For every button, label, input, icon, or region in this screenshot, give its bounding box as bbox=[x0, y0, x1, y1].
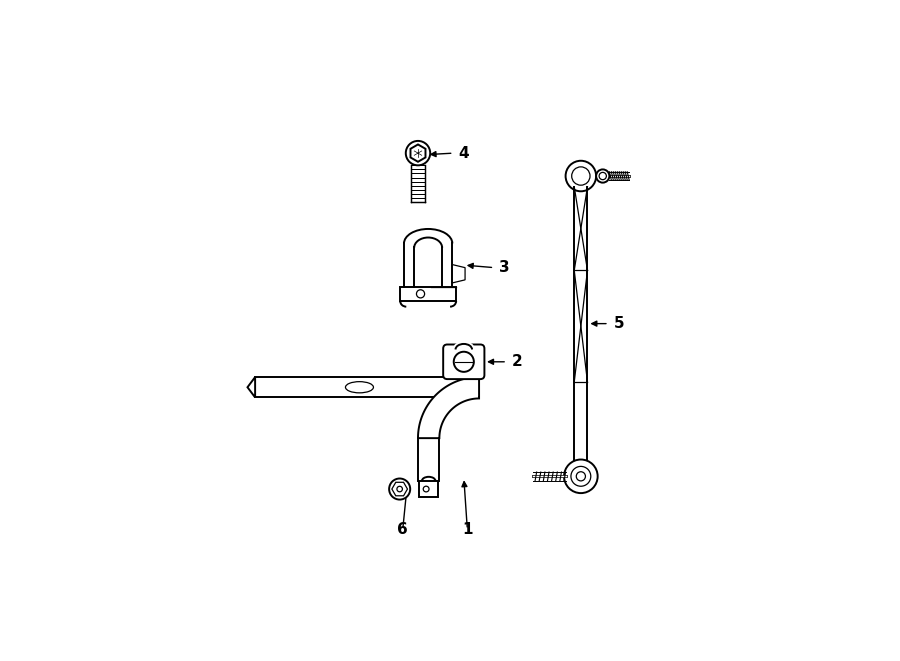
Circle shape bbox=[564, 459, 598, 493]
Text: 6: 6 bbox=[397, 522, 408, 537]
Text: 4: 4 bbox=[459, 145, 469, 161]
Text: 1: 1 bbox=[462, 522, 472, 537]
Circle shape bbox=[397, 486, 402, 492]
Text: 2: 2 bbox=[512, 354, 523, 369]
FancyBboxPatch shape bbox=[443, 344, 484, 379]
Circle shape bbox=[565, 161, 596, 191]
Circle shape bbox=[576, 472, 585, 481]
Polygon shape bbox=[410, 145, 426, 162]
Polygon shape bbox=[419, 481, 438, 497]
Polygon shape bbox=[400, 287, 456, 301]
Ellipse shape bbox=[346, 381, 374, 393]
Polygon shape bbox=[453, 264, 465, 283]
Text: 3: 3 bbox=[500, 260, 510, 275]
Circle shape bbox=[596, 169, 609, 182]
Polygon shape bbox=[411, 165, 425, 202]
Circle shape bbox=[417, 290, 425, 298]
Text: 5: 5 bbox=[614, 316, 625, 331]
Circle shape bbox=[572, 167, 590, 185]
Ellipse shape bbox=[423, 486, 429, 492]
Circle shape bbox=[571, 467, 590, 486]
Polygon shape bbox=[248, 377, 255, 397]
Polygon shape bbox=[418, 377, 479, 438]
Circle shape bbox=[389, 479, 410, 500]
Circle shape bbox=[406, 141, 430, 165]
Circle shape bbox=[454, 352, 474, 372]
Polygon shape bbox=[404, 243, 453, 287]
